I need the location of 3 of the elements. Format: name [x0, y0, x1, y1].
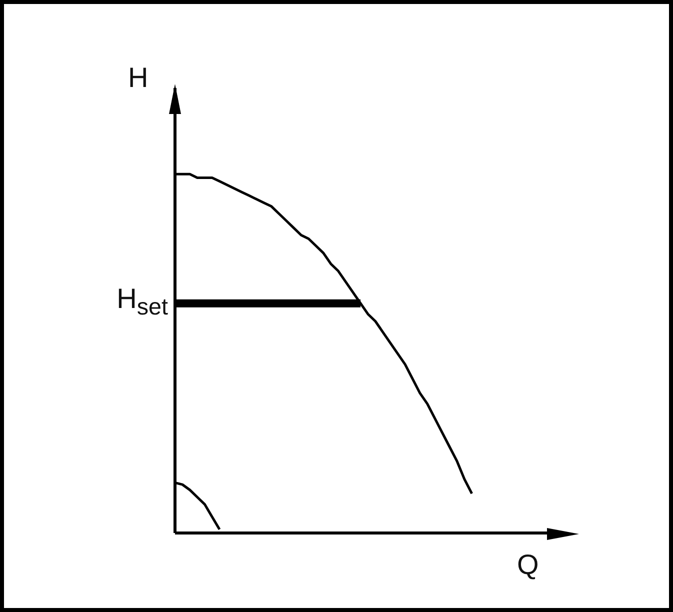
x-axis-title: Q [517, 549, 539, 580]
text: H$_{set}$ [116, 283, 168, 320]
y-axis-title: H [128, 62, 148, 93]
